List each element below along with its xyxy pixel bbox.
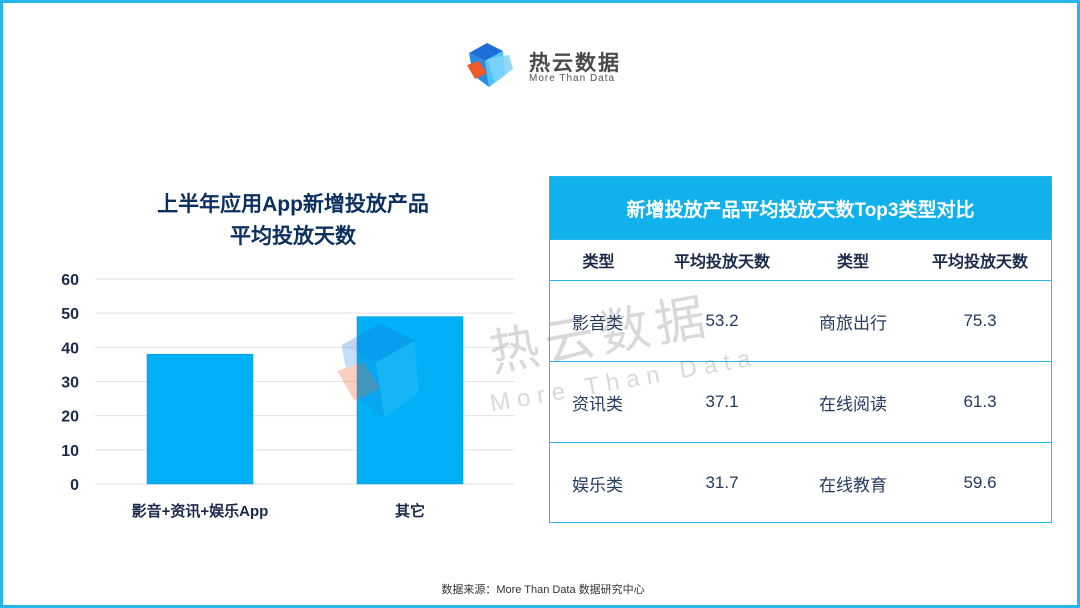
table-header-cell: 平均投放天数	[931, 254, 1028, 271]
table-cell: 娱乐类	[572, 475, 623, 495]
table-cell: 75.3	[963, 311, 997, 330]
chart-title-line-2: 平均投放天数	[230, 225, 356, 248]
bar-chart: 0 10 20 30 40 50 60 影音+资讯+娱乐App 其它	[61, 272, 515, 520]
x-tick-label: 影音+资讯+娱乐App	[132, 502, 269, 520]
table-header-cell: 类型	[836, 254, 869, 271]
table-cell: 59.6	[963, 473, 997, 492]
comparison-table: 新增投放产品平均投放天数Top3类型对比 类型 平均投放天数 类型 平均投放天数…	[549, 176, 1052, 523]
table-cell: 在线教育	[819, 475, 887, 495]
bar	[356, 316, 464, 485]
table-row: 影音类 53.2 商旅出行 75.3	[550, 280, 1051, 361]
chart-title: 上半年应用App新增投放产品 平均投放天数	[123, 189, 463, 253]
table-cell: 37.1	[705, 392, 739, 411]
logo-cube-icon	[467, 43, 513, 87]
y-tick-label: 10	[61, 443, 79, 460]
data-source: 数据来源：More Than Data 数据研究中心	[441, 584, 645, 596]
table-header-cell: 类型	[582, 254, 615, 271]
y-tick-label: 30	[61, 375, 79, 392]
y-tick-label: 0	[70, 477, 79, 494]
brand-name: 热云数据	[529, 52, 621, 75]
table-cell: 53.2	[705, 311, 739, 330]
table-cell: 31.7	[705, 473, 739, 492]
table-header-cell: 平均投放天数	[673, 254, 770, 271]
chart-title-line-1: 上半年应用App新增投放产品	[157, 193, 429, 216]
brand-logo: 热云数据 More Than Data	[465, 39, 625, 93]
table-title: 新增投放产品平均投放天数Top3类型对比	[550, 177, 1051, 239]
table-cell: 影音类	[572, 313, 623, 333]
y-tick-label: 20	[61, 409, 79, 426]
table-row: 娱乐类 31.7 在线教育 59.6	[550, 442, 1051, 523]
brand-tagline: More Than Data	[529, 73, 616, 84]
table-cell: 商旅出行	[819, 313, 887, 333]
table-row: 资讯类 37.1 在线阅读 61.3	[550, 361, 1051, 442]
table-cell: 61.3	[963, 392, 997, 411]
y-tick-label: 40	[61, 340, 79, 357]
table-header-row: 类型 平均投放天数 类型 平均投放天数	[550, 239, 1051, 280]
table-cell: 在线阅读	[819, 394, 887, 414]
bar	[146, 353, 254, 485]
y-tick-label: 50	[61, 306, 79, 323]
y-tick-label: 60	[61, 272, 79, 289]
table-cell: 资讯类	[572, 394, 623, 414]
x-tick-label: 其它	[395, 502, 425, 520]
